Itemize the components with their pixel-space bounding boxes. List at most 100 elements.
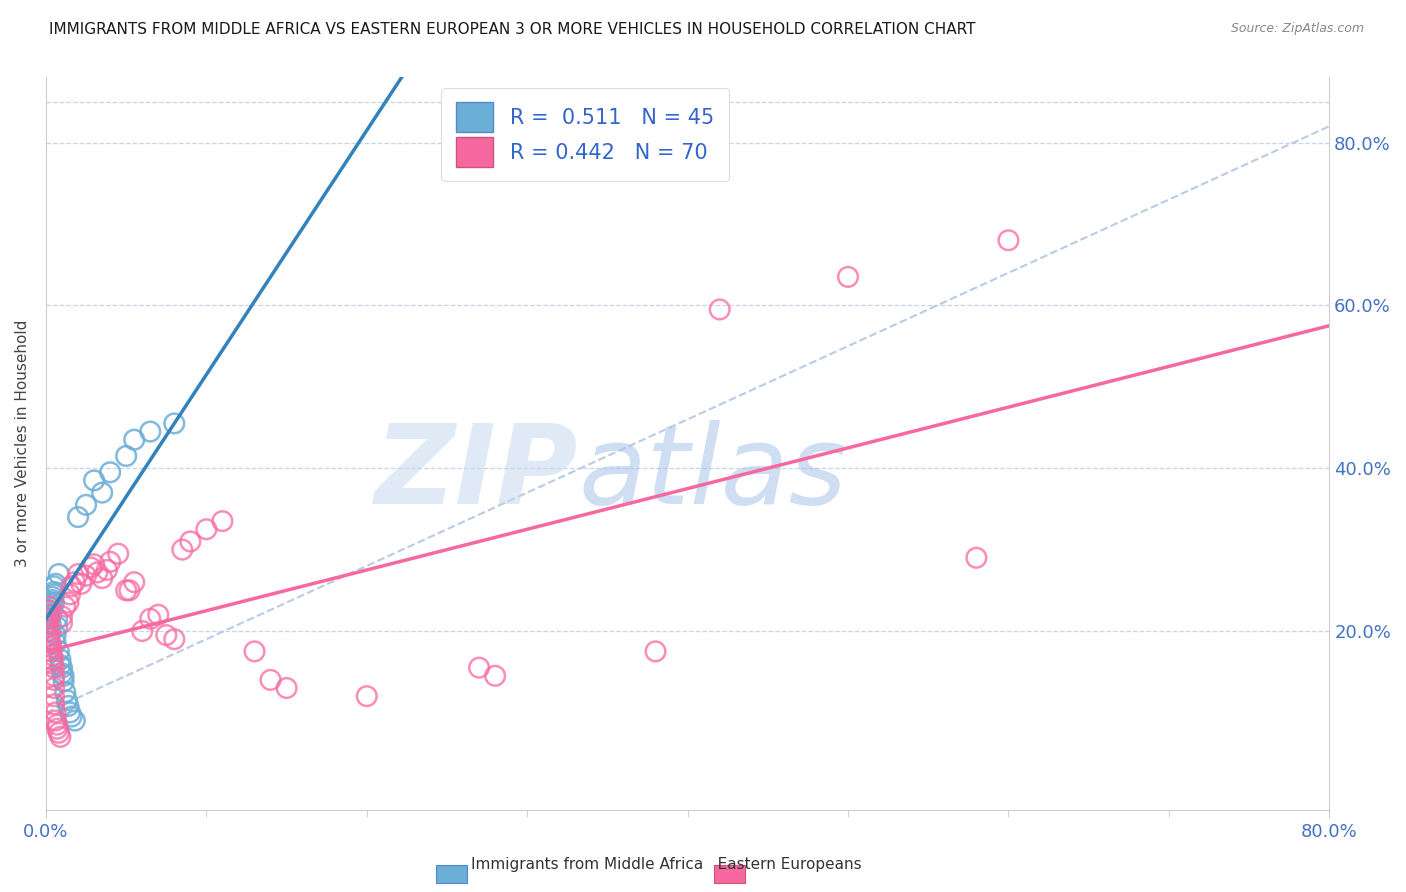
Point — [46, 612, 69, 626]
Point — [139, 425, 162, 439]
Point — [58, 698, 80, 713]
Point — [75, 498, 97, 512]
Point — [139, 612, 162, 626]
Point — [96, 563, 118, 577]
Point — [42, 595, 65, 609]
Point — [38, 607, 60, 622]
Point — [38, 595, 60, 609]
Point — [39, 636, 62, 650]
Point — [38, 604, 60, 618]
Point — [42, 689, 65, 703]
Point — [60, 579, 83, 593]
Point — [42, 669, 65, 683]
Point — [709, 302, 731, 317]
Point — [67, 510, 90, 524]
Point — [38, 628, 60, 642]
Point — [39, 624, 62, 638]
Point — [41, 590, 63, 604]
Text: Immigrants from Middle Africa: Immigrants from Middle Africa — [471, 857, 703, 872]
Point — [107, 547, 129, 561]
Point — [39, 617, 62, 632]
Point — [38, 604, 60, 618]
Text: Eastern Europeans: Eastern Europeans — [703, 857, 862, 872]
Point — [38, 612, 60, 626]
Point — [51, 609, 73, 624]
Point — [37, 615, 59, 630]
Point — [48, 567, 70, 582]
Point — [115, 449, 138, 463]
Point — [37, 612, 59, 626]
Point — [46, 717, 69, 731]
Point — [115, 583, 138, 598]
Point — [37, 620, 59, 634]
Point — [163, 417, 186, 431]
Point — [98, 555, 121, 569]
Point — [468, 660, 491, 674]
Point — [49, 730, 72, 744]
Point — [83, 474, 105, 488]
Point — [51, 660, 73, 674]
Point — [41, 648, 63, 663]
Point — [195, 522, 218, 536]
Point — [49, 652, 72, 666]
Text: Source: ZipAtlas.com: Source: ZipAtlas.com — [1230, 22, 1364, 36]
Point — [179, 534, 201, 549]
Point — [91, 571, 114, 585]
Point — [75, 568, 97, 582]
Point — [997, 233, 1019, 247]
Point — [59, 587, 82, 601]
Point — [276, 681, 298, 695]
Point — [60, 709, 83, 723]
Point — [39, 640, 62, 655]
Point — [39, 609, 62, 624]
Point — [41, 652, 63, 666]
Point — [356, 689, 378, 703]
Point — [172, 542, 194, 557]
Point — [42, 587, 65, 601]
Point — [38, 599, 60, 614]
Point — [155, 628, 177, 642]
Point — [46, 722, 69, 736]
Point — [243, 644, 266, 658]
Point — [41, 601, 63, 615]
Point — [83, 558, 105, 572]
Point — [45, 714, 67, 728]
Point — [644, 644, 666, 658]
Text: ZIP: ZIP — [375, 419, 578, 526]
Point — [56, 693, 79, 707]
Point — [45, 576, 67, 591]
Point — [45, 706, 67, 720]
Point — [53, 685, 76, 699]
Point — [45, 636, 67, 650]
Point — [42, 585, 65, 599]
Point — [63, 714, 86, 728]
Point — [41, 657, 63, 671]
Point — [58, 595, 80, 609]
Point — [52, 669, 75, 683]
Text: atlas: atlas — [578, 419, 848, 526]
Point — [122, 433, 145, 447]
Point — [211, 514, 233, 528]
Point — [37, 615, 59, 630]
Point — [48, 644, 70, 658]
Point — [259, 673, 281, 687]
Legend: R =  0.511   N = 45, R = 0.442   N = 70: R = 0.511 N = 45, R = 0.442 N = 70 — [441, 87, 728, 181]
Point — [42, 579, 65, 593]
Text: IMMIGRANTS FROM MIDDLE AFRICA VS EASTERN EUROPEAN 3 OR MORE VEHICLES IN HOUSEHOL: IMMIGRANTS FROM MIDDLE AFRICA VS EASTERN… — [49, 22, 976, 37]
Point — [148, 607, 170, 622]
Point — [37, 624, 59, 638]
Point — [39, 644, 62, 658]
Point — [965, 550, 987, 565]
Point — [45, 628, 67, 642]
Point — [49, 658, 72, 673]
Point — [51, 615, 73, 630]
Point — [131, 624, 153, 638]
Point — [37, 607, 59, 622]
Point — [91, 485, 114, 500]
Point — [52, 674, 75, 689]
Point — [38, 599, 60, 614]
Point — [837, 269, 859, 284]
Point — [48, 726, 70, 740]
Point — [42, 660, 65, 674]
Point — [63, 575, 86, 590]
